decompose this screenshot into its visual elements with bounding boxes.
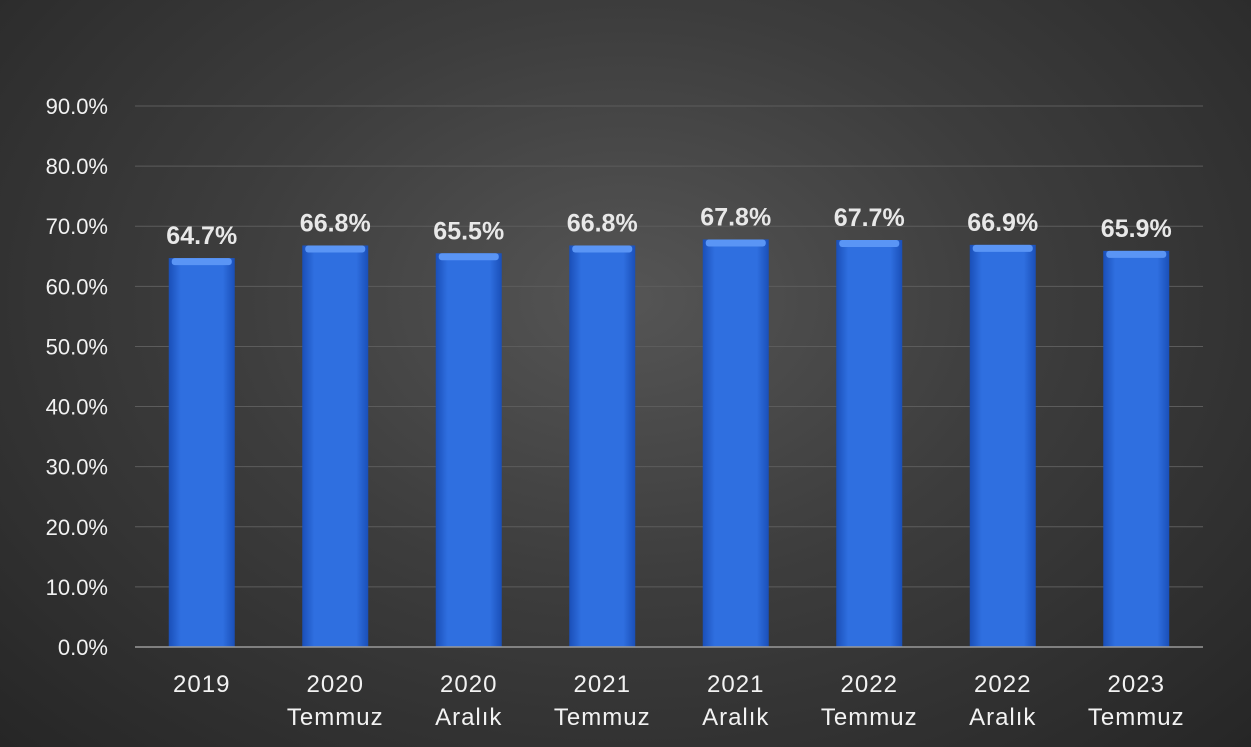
bar-body [969,244,1036,647]
x-tick-label: 2022 [841,671,898,698]
y-tick-label: 90.0% [46,94,108,119]
bar [1103,250,1170,647]
x-tick-label: 2022 [974,671,1031,698]
y-tick-label: 0.0% [58,635,108,660]
x-tick-label: 2020 [440,671,497,698]
bar [435,253,502,647]
y-tick-label: 50.0% [46,334,108,359]
data-label: 65.9% [1101,215,1172,243]
bar-body [569,245,636,648]
x-tick-label: 2020 [307,671,364,698]
bar [969,244,1036,647]
data-label: 64.7% [166,222,237,250]
x-tick-label: 2019 [173,671,230,698]
y-tick-label: 20.0% [46,515,108,540]
bar-body [168,258,235,647]
y-tick-label: 30.0% [46,455,108,480]
bar-body [702,239,769,648]
y-tick-label: 60.0% [46,274,108,299]
bars [168,239,1170,648]
bar-bevel [839,240,900,248]
bar-bevel [305,245,366,253]
bar-body [836,240,903,647]
bar [569,245,636,648]
y-tick-label: 40.0% [46,395,108,420]
bar-bevel [572,245,633,253]
x-tick-label: Temmuz [1088,704,1185,731]
x-tick-label: 2021 [707,671,764,698]
data-label: 65.5% [433,217,504,245]
data-label: 66.8% [567,209,638,237]
bar-bevel [438,253,499,261]
bar-body [435,253,502,647]
gridlines [135,105,1203,588]
data-label: 66.8% [300,209,371,237]
x-axis-tick-labels: 2019 2020 Temmuz 2020 Aralık 2021 Temmuz 2021 Ar… [173,671,1185,731]
x-tick-label: Aralık [702,704,769,731]
bar [836,240,903,647]
bar-bevel [705,239,766,247]
bar-bevel [171,258,232,266]
x-tick-label: 2023 [1108,671,1165,698]
data-label: 67.7% [834,204,905,232]
bar [302,245,369,648]
bar-bevel [972,244,1033,252]
y-tick-label: 80.0% [46,154,108,179]
x-tick-label: Temmuz [287,704,384,731]
x-tick-label: Temmuz [821,704,918,731]
bar [168,258,235,647]
data-labels: 64.7% 66.8% 65.5% 66.8% 67.8% 67.7% 66.9% 65.9% [166,203,1171,250]
x-tick-label: Aralık [435,704,502,731]
bar [702,239,769,648]
bar-body [302,245,369,648]
y-tick-label: 10.0% [46,575,108,600]
x-tick-label: Temmuz [554,704,651,731]
x-tick-label: Aralık [969,704,1036,731]
y-tick-label: 70.0% [46,214,108,239]
data-label: 66.9% [967,209,1038,237]
y-axis-tick-labels: 0.0% 10.0% 20.0% 30.0% 40.0% 50.0% 60.0% 70.0% 8… [46,94,108,660]
bar-bevel [1106,250,1167,258]
bar-body [1103,250,1170,647]
x-tick-label: 2021 [574,671,631,698]
data-label: 67.8% [700,203,771,231]
